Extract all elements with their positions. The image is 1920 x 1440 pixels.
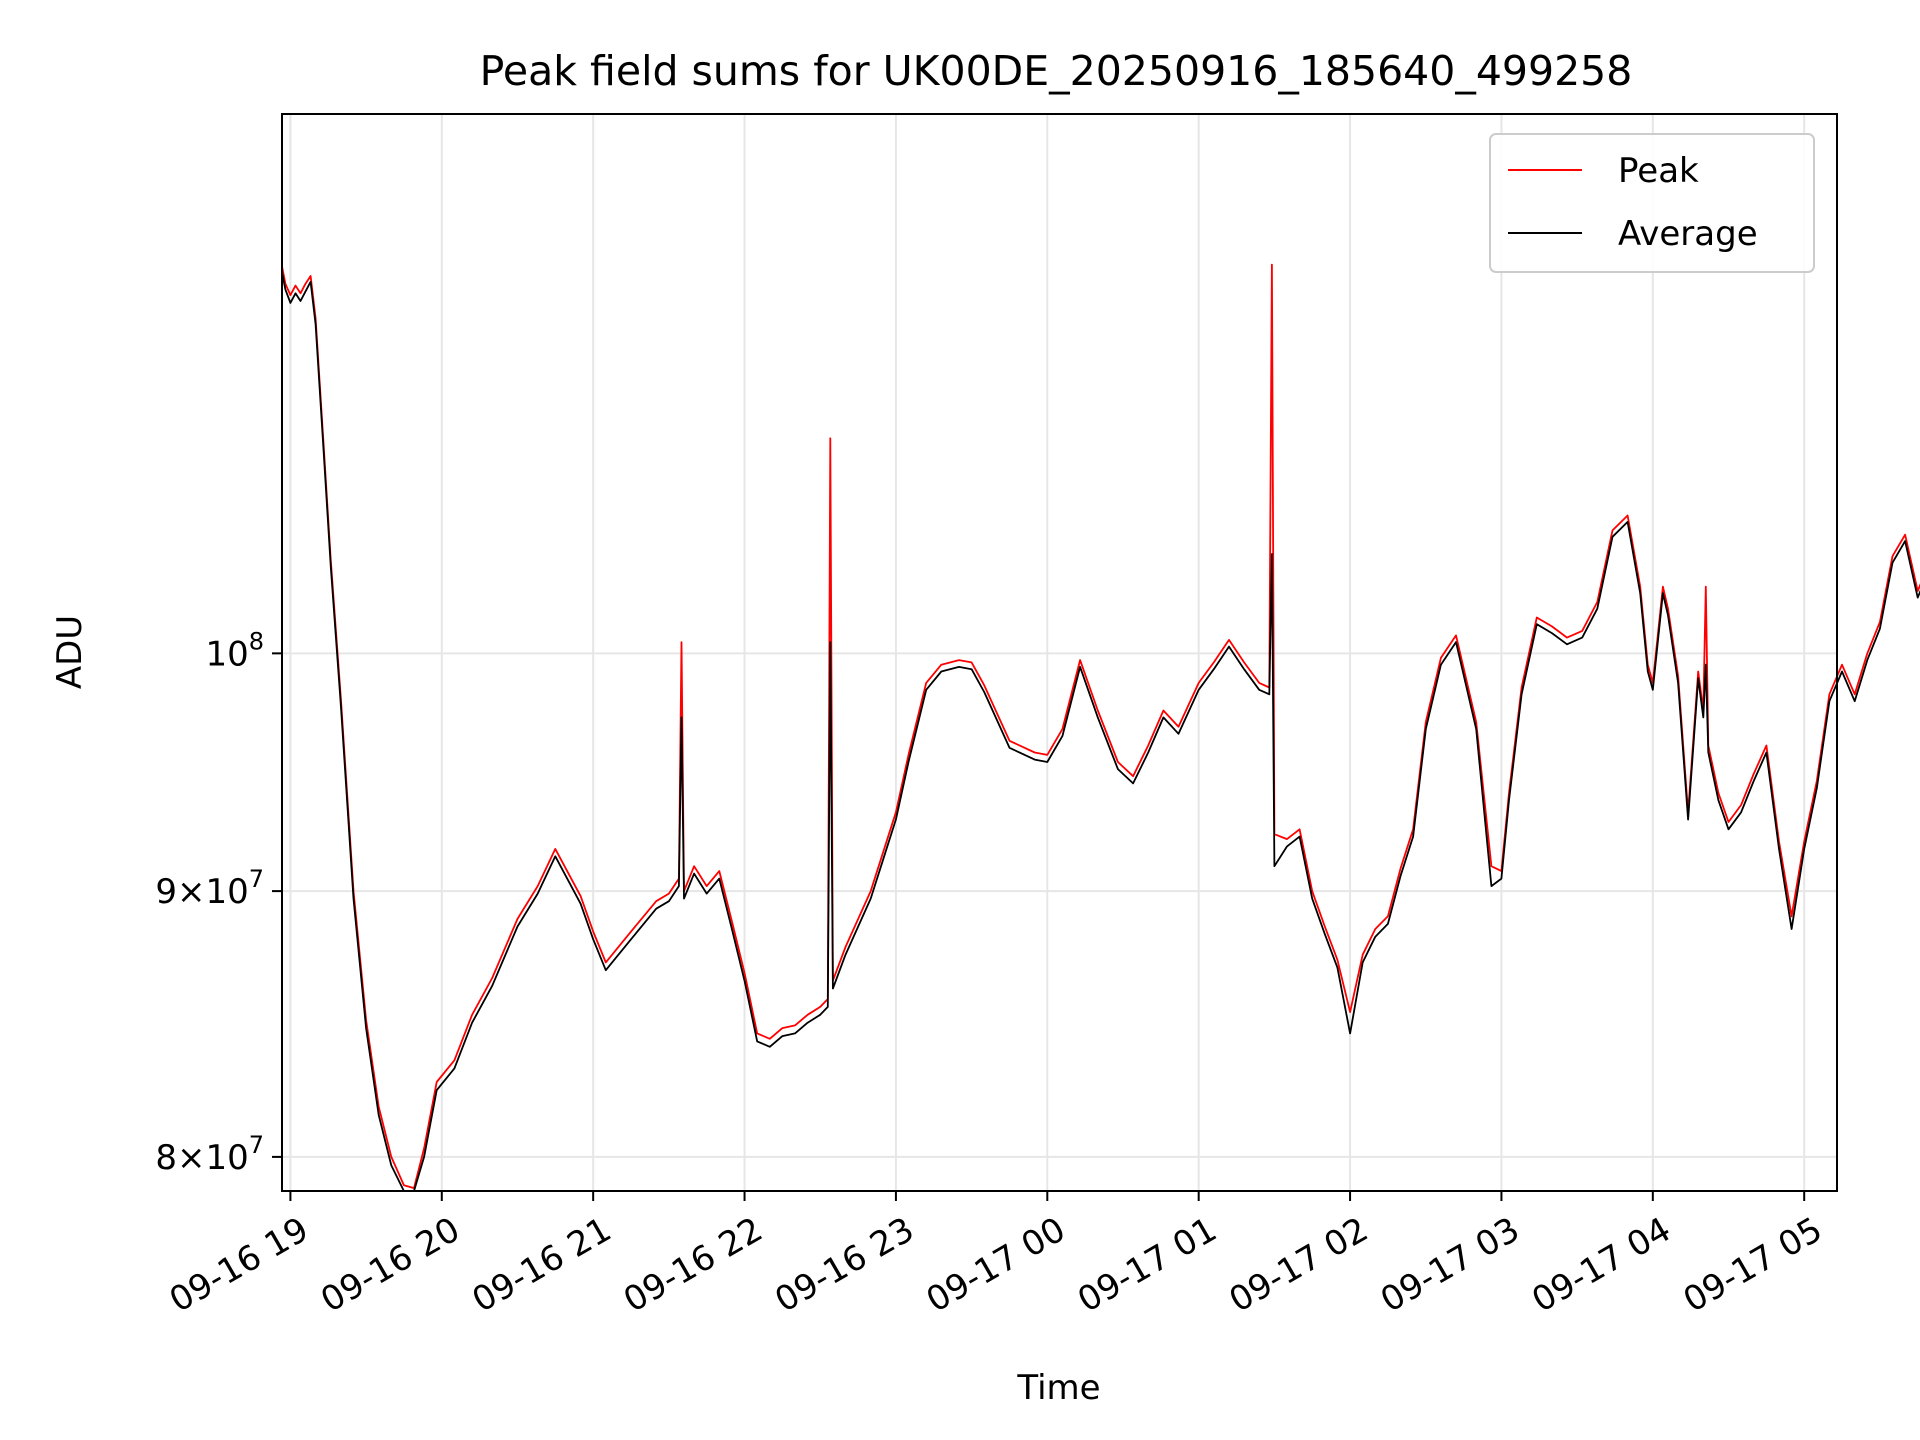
grid [282,114,1837,1191]
series-layer [281,263,1920,1192]
legend-box [1489,133,1815,273]
series-peak-line [281,263,1920,1189]
y-axis-label: ADU [50,615,90,689]
y-tick-label: 108 [205,627,264,674]
chart-title: Peak field sums for UK00DE_20250916_1856… [480,47,1633,95]
legend-label-average: Average [1618,214,1758,254]
y-tick-label: 8×107 [155,1131,264,1178]
y-tick-label: 9×107 [155,865,264,912]
series-average-line [281,272,1920,1192]
legend-label-peak: Peak [1618,151,1699,191]
legend: Peak Average [1489,133,1815,273]
y-axis: 8×107 9×107 108 [155,627,282,1178]
x-axis-label: Time [1016,1368,1100,1408]
